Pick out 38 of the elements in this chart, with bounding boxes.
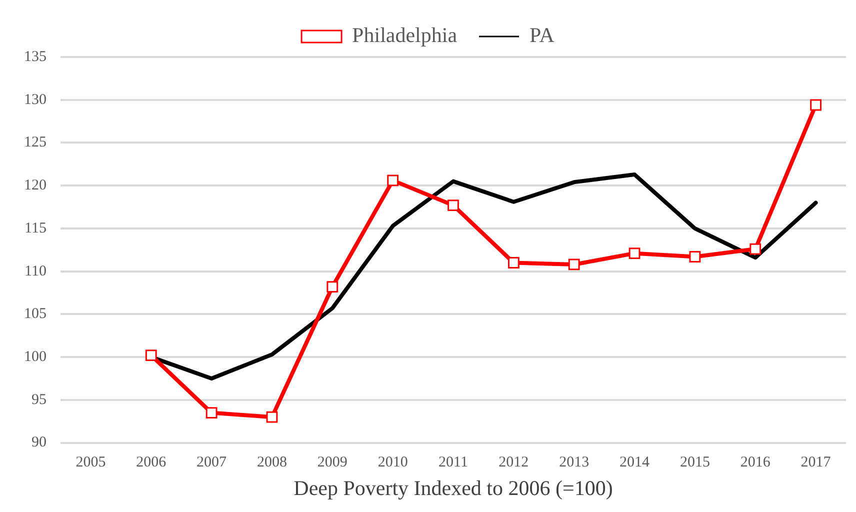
point xyxy=(810,99,822,111)
legend-label: Philadelphia xyxy=(352,23,458,48)
y-tick-label: 125 xyxy=(24,134,46,151)
x-tick-label: 2007 xyxy=(196,454,228,471)
point xyxy=(508,257,520,268)
point xyxy=(266,411,278,423)
x-tick-label: 2005 xyxy=(76,454,106,471)
y-tick-label: 90 xyxy=(32,434,46,451)
point xyxy=(145,350,157,362)
point xyxy=(689,251,701,262)
x-tick-label: 2016 xyxy=(740,454,771,471)
x-tick-label: 2009 xyxy=(317,454,348,471)
x-tick-label: 2017 xyxy=(800,454,832,471)
x-tick-label: 2013 xyxy=(559,454,590,471)
y-tick-label: 110 xyxy=(24,263,46,280)
point xyxy=(448,200,459,212)
x-tick-label: 2014 xyxy=(620,454,650,471)
point xyxy=(628,248,640,260)
y-tick-label: 120 xyxy=(24,178,46,194)
point xyxy=(750,243,762,255)
point xyxy=(387,174,399,186)
x-tick-label: 2011 xyxy=(438,454,468,471)
point xyxy=(568,258,580,270)
point xyxy=(326,281,338,292)
y-tick-label: 115 xyxy=(24,220,46,236)
point xyxy=(206,407,218,418)
x-tick-label: 2006 xyxy=(136,454,167,471)
x-tick-label: 2012 xyxy=(498,454,529,471)
y-tick-label: 100 xyxy=(24,349,46,366)
x-tick-label: 2010 xyxy=(378,454,408,471)
x-axis-title: Deep Poverty Indexed to 2006 (=100) xyxy=(294,476,613,500)
y-tick-label: 130 xyxy=(24,92,46,108)
y-tick-label: 105 xyxy=(24,306,46,322)
x-tick-label: 2015 xyxy=(680,454,710,471)
y-tick-label: 135 xyxy=(24,48,46,65)
legend-label: PA xyxy=(530,23,556,48)
x-tick-label: 2008 xyxy=(256,454,287,471)
y-tick-label: 95 xyxy=(32,392,46,408)
